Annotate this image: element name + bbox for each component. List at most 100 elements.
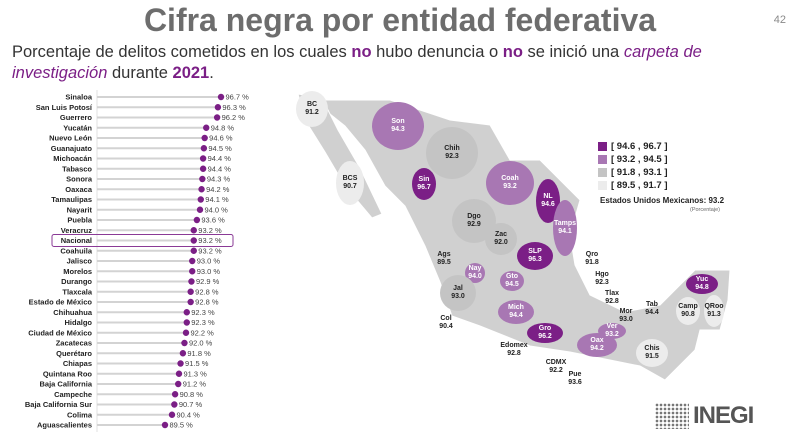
chart-row: Campeche 90.8 % <box>54 390 203 399</box>
state-region-chis[interactable] <box>636 339 668 367</box>
chart-row: Guerrero 96.2 % <box>60 113 245 122</box>
lollipop-dot <box>161 421 169 429</box>
chart-row: Querétaro 91.8 % <box>56 349 211 358</box>
state-region-chih[interactable] <box>426 127 478 179</box>
subtitle-emphasis: no <box>502 43 523 61</box>
state-region-zac[interactable] <box>485 223 517 255</box>
state-region-nl[interactable] <box>536 179 560 223</box>
lollipop-dot <box>189 268 196 275</box>
state-region-ver[interactable] <box>598 323 626 339</box>
map-legend: [ 94.6 , 96.7 ] [ 93.2 , 94.5 ] [ 91.8 ,… <box>598 140 668 192</box>
state-value: 90.4 <box>439 323 453 330</box>
state-value: 91.8 <box>585 259 599 266</box>
state-region-dgo[interactable] <box>452 199 496 243</box>
lollipop-dot <box>197 196 204 203</box>
state-value: 92.0 <box>494 239 508 246</box>
state-value: 94.6 <box>541 201 555 208</box>
chart-row: Tamaulipas 94.1 % <box>51 195 229 204</box>
data-label: 94.0 % <box>205 205 229 214</box>
state-region-oax[interactable] <box>577 333 617 357</box>
data-label: 91.8 % <box>187 349 211 358</box>
state-abbr: NL <box>543 193 553 200</box>
category-label: Ciudad de México <box>28 328 92 337</box>
state-abbr: Camp <box>678 303 697 310</box>
state-region-gto[interactable] <box>500 271 524 291</box>
subtitle-year: 2021 <box>172 64 210 82</box>
chart-row: Puebla 93.6 % <box>67 216 225 225</box>
state-region-gro[interactable] <box>527 323 563 343</box>
lollipop-dot <box>179 350 187 357</box>
state-region-bc[interactable] <box>296 91 328 127</box>
category-label: San Luis Potosí <box>36 103 93 112</box>
state-value: 94.4 <box>509 312 523 319</box>
state-region-tamps[interactable] <box>553 200 577 256</box>
legend-item: [ 91.8 , 93.1 ] <box>598 166 668 179</box>
state-region-yuc[interactable] <box>686 274 718 294</box>
chart-row: Morelos 93.0 % <box>63 267 220 276</box>
state-region-nay[interactable] <box>465 263 485 283</box>
state-abbr: Ags <box>437 251 450 258</box>
state-region-bcs[interactable] <box>336 161 364 205</box>
state-region-jal[interactable] <box>440 275 476 311</box>
state-value: 93.2 <box>503 183 517 190</box>
data-label: 90.4 % <box>176 410 200 419</box>
state-region-sin[interactable] <box>412 168 436 200</box>
lollipop-dot <box>190 227 197 234</box>
category-label: Durango <box>61 277 92 286</box>
state-region-camp[interactable] <box>676 297 700 325</box>
data-label: 93.2 % <box>198 236 222 245</box>
state-value: 91.3 <box>707 311 721 318</box>
data-label: 96.2 % <box>222 113 246 122</box>
state-region-coah[interactable] <box>486 161 534 205</box>
state-region-slp[interactable] <box>517 242 553 270</box>
chart-row: Tlaxcala 92.8 % <box>62 287 218 296</box>
state-region-son[interactable] <box>372 102 424 150</box>
state-abbr: CDMX <box>546 359 567 366</box>
mexico-map: BC91.2BCS90.7Son94.3Chih92.3Coah93.2NL94… <box>296 91 731 386</box>
state-value: 91.5 <box>645 353 659 360</box>
data-label: 92.8 % <box>195 298 219 307</box>
lollipop-dot <box>199 155 207 162</box>
state-region-mich[interactable] <box>498 300 534 324</box>
data-label: 93.2 % <box>198 246 222 255</box>
data-label: 92.2 % <box>191 328 215 337</box>
state-abbr: Son <box>391 118 404 125</box>
legend-label: [ 91.8 , 93.1 ] <box>611 167 668 178</box>
lollipop-dot <box>175 370 183 377</box>
chart-row: Colima 90.4 % <box>67 410 200 419</box>
state-region-qroo[interactable] <box>704 295 724 327</box>
lollipop-dot <box>183 309 190 316</box>
